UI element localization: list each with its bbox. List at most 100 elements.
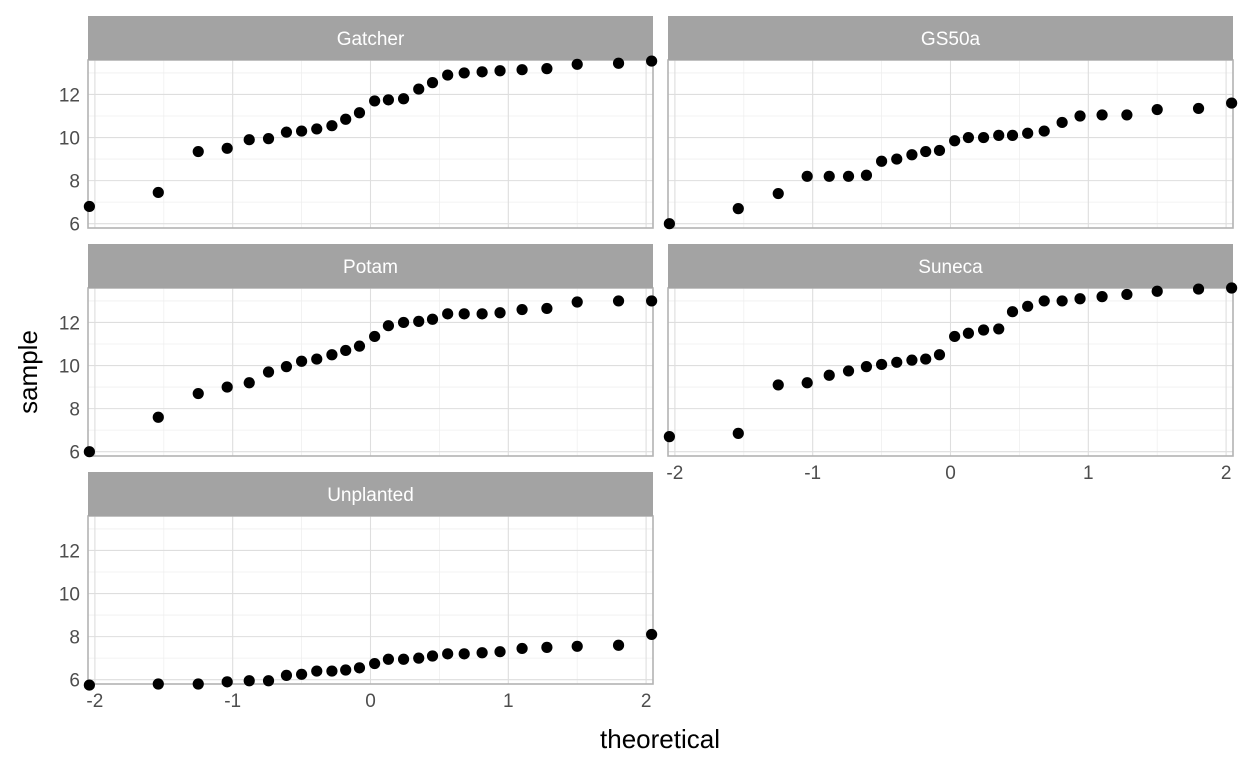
data-point xyxy=(1038,125,1050,137)
strip-background xyxy=(88,472,653,516)
panel-suneca: Suneca -2 -1 0 1 2 xyxy=(663,244,1238,484)
data-point xyxy=(875,358,888,371)
data-point xyxy=(1192,283,1205,295)
data-point xyxy=(1226,97,1238,109)
y-axis-title: sample xyxy=(13,330,43,414)
data-point xyxy=(541,302,553,315)
data-point xyxy=(243,675,255,687)
data-point xyxy=(340,664,352,676)
y-tick-label: 12 xyxy=(59,541,80,562)
data-point xyxy=(426,650,439,662)
data-point xyxy=(353,662,366,674)
data-point xyxy=(340,344,352,357)
y-tick-label: 10 xyxy=(59,585,80,606)
data-point xyxy=(1121,288,1133,301)
data-point xyxy=(494,307,506,319)
data-point xyxy=(221,676,233,688)
data-point xyxy=(772,187,784,200)
data-point xyxy=(397,316,410,329)
data-point xyxy=(646,295,658,307)
strip-background xyxy=(668,16,1233,60)
data-point xyxy=(516,303,528,316)
data-point xyxy=(571,296,583,308)
data-point xyxy=(152,186,164,199)
data-point xyxy=(891,153,903,165)
data-point xyxy=(262,366,275,378)
data-point xyxy=(1074,293,1086,305)
data-point xyxy=(458,648,470,660)
data-point xyxy=(571,58,583,70)
data-point xyxy=(801,170,813,182)
data-point xyxy=(397,653,410,665)
data-point xyxy=(476,308,488,320)
data-point xyxy=(476,647,488,659)
data-point xyxy=(1056,116,1068,129)
data-point xyxy=(221,142,233,154)
data-point xyxy=(842,170,855,182)
data-point xyxy=(1151,103,1163,116)
y-tick-label: 8 xyxy=(69,400,80,421)
data-point xyxy=(83,679,95,691)
x-axis-title: theoretical xyxy=(600,724,720,754)
data-point xyxy=(1056,295,1068,307)
data-point xyxy=(152,678,164,690)
data-point xyxy=(949,330,961,343)
data-point xyxy=(842,365,855,377)
panel-potam: Potam 6 8 10 12 xyxy=(59,244,658,464)
y-tick-label: 6 xyxy=(69,215,80,236)
y-tick-label: 6 xyxy=(69,671,80,692)
data-point xyxy=(977,324,990,336)
strip-label: Gatcher xyxy=(337,29,405,50)
y-tick-label: 10 xyxy=(59,357,80,378)
data-point xyxy=(280,669,293,681)
data-point xyxy=(516,64,528,76)
data-point xyxy=(646,628,658,641)
data-point xyxy=(993,129,1005,141)
y-tick-label: 8 xyxy=(69,628,80,649)
strip-background xyxy=(88,244,653,288)
x-tick-label: 1 xyxy=(503,691,514,712)
data-point xyxy=(353,340,366,352)
data-point xyxy=(1038,295,1050,307)
data-point xyxy=(920,353,932,365)
x-tick-label: -1 xyxy=(224,691,241,712)
data-point xyxy=(442,648,454,660)
data-point xyxy=(1006,306,1019,318)
data-point xyxy=(83,446,95,458)
data-point xyxy=(369,330,381,343)
data-point xyxy=(1192,102,1205,115)
strip-label: Suneca xyxy=(918,257,983,278)
strip-background xyxy=(88,16,653,60)
data-point xyxy=(426,313,439,325)
x-tick-label: -1 xyxy=(804,463,821,484)
data-point xyxy=(571,640,583,652)
x-tick-label: 2 xyxy=(641,691,652,712)
data-point xyxy=(221,381,233,393)
data-point xyxy=(1151,285,1163,297)
y-tick-label: 8 xyxy=(69,172,80,193)
data-point xyxy=(295,125,308,137)
data-point xyxy=(860,169,873,181)
data-point xyxy=(192,145,204,158)
data-point xyxy=(875,155,888,167)
data-point xyxy=(949,135,961,147)
x-tick-label: -2 xyxy=(86,691,103,712)
data-point xyxy=(369,657,381,670)
x-tick-label: 0 xyxy=(365,691,376,712)
data-point xyxy=(772,379,784,391)
data-point xyxy=(382,94,395,106)
data-point xyxy=(906,354,918,366)
strip-background xyxy=(668,244,1233,288)
data-point xyxy=(243,377,255,389)
x-tick-label: -2 xyxy=(666,463,683,484)
data-point xyxy=(962,131,975,144)
x-tick-label: 0 xyxy=(945,463,956,484)
data-point xyxy=(891,356,903,368)
data-point xyxy=(295,668,308,680)
data-point xyxy=(933,144,946,157)
data-point xyxy=(933,349,946,361)
data-point xyxy=(476,66,488,78)
strip-label: GS50a xyxy=(921,29,981,50)
panel-gs50a: GS50a xyxy=(663,16,1238,230)
